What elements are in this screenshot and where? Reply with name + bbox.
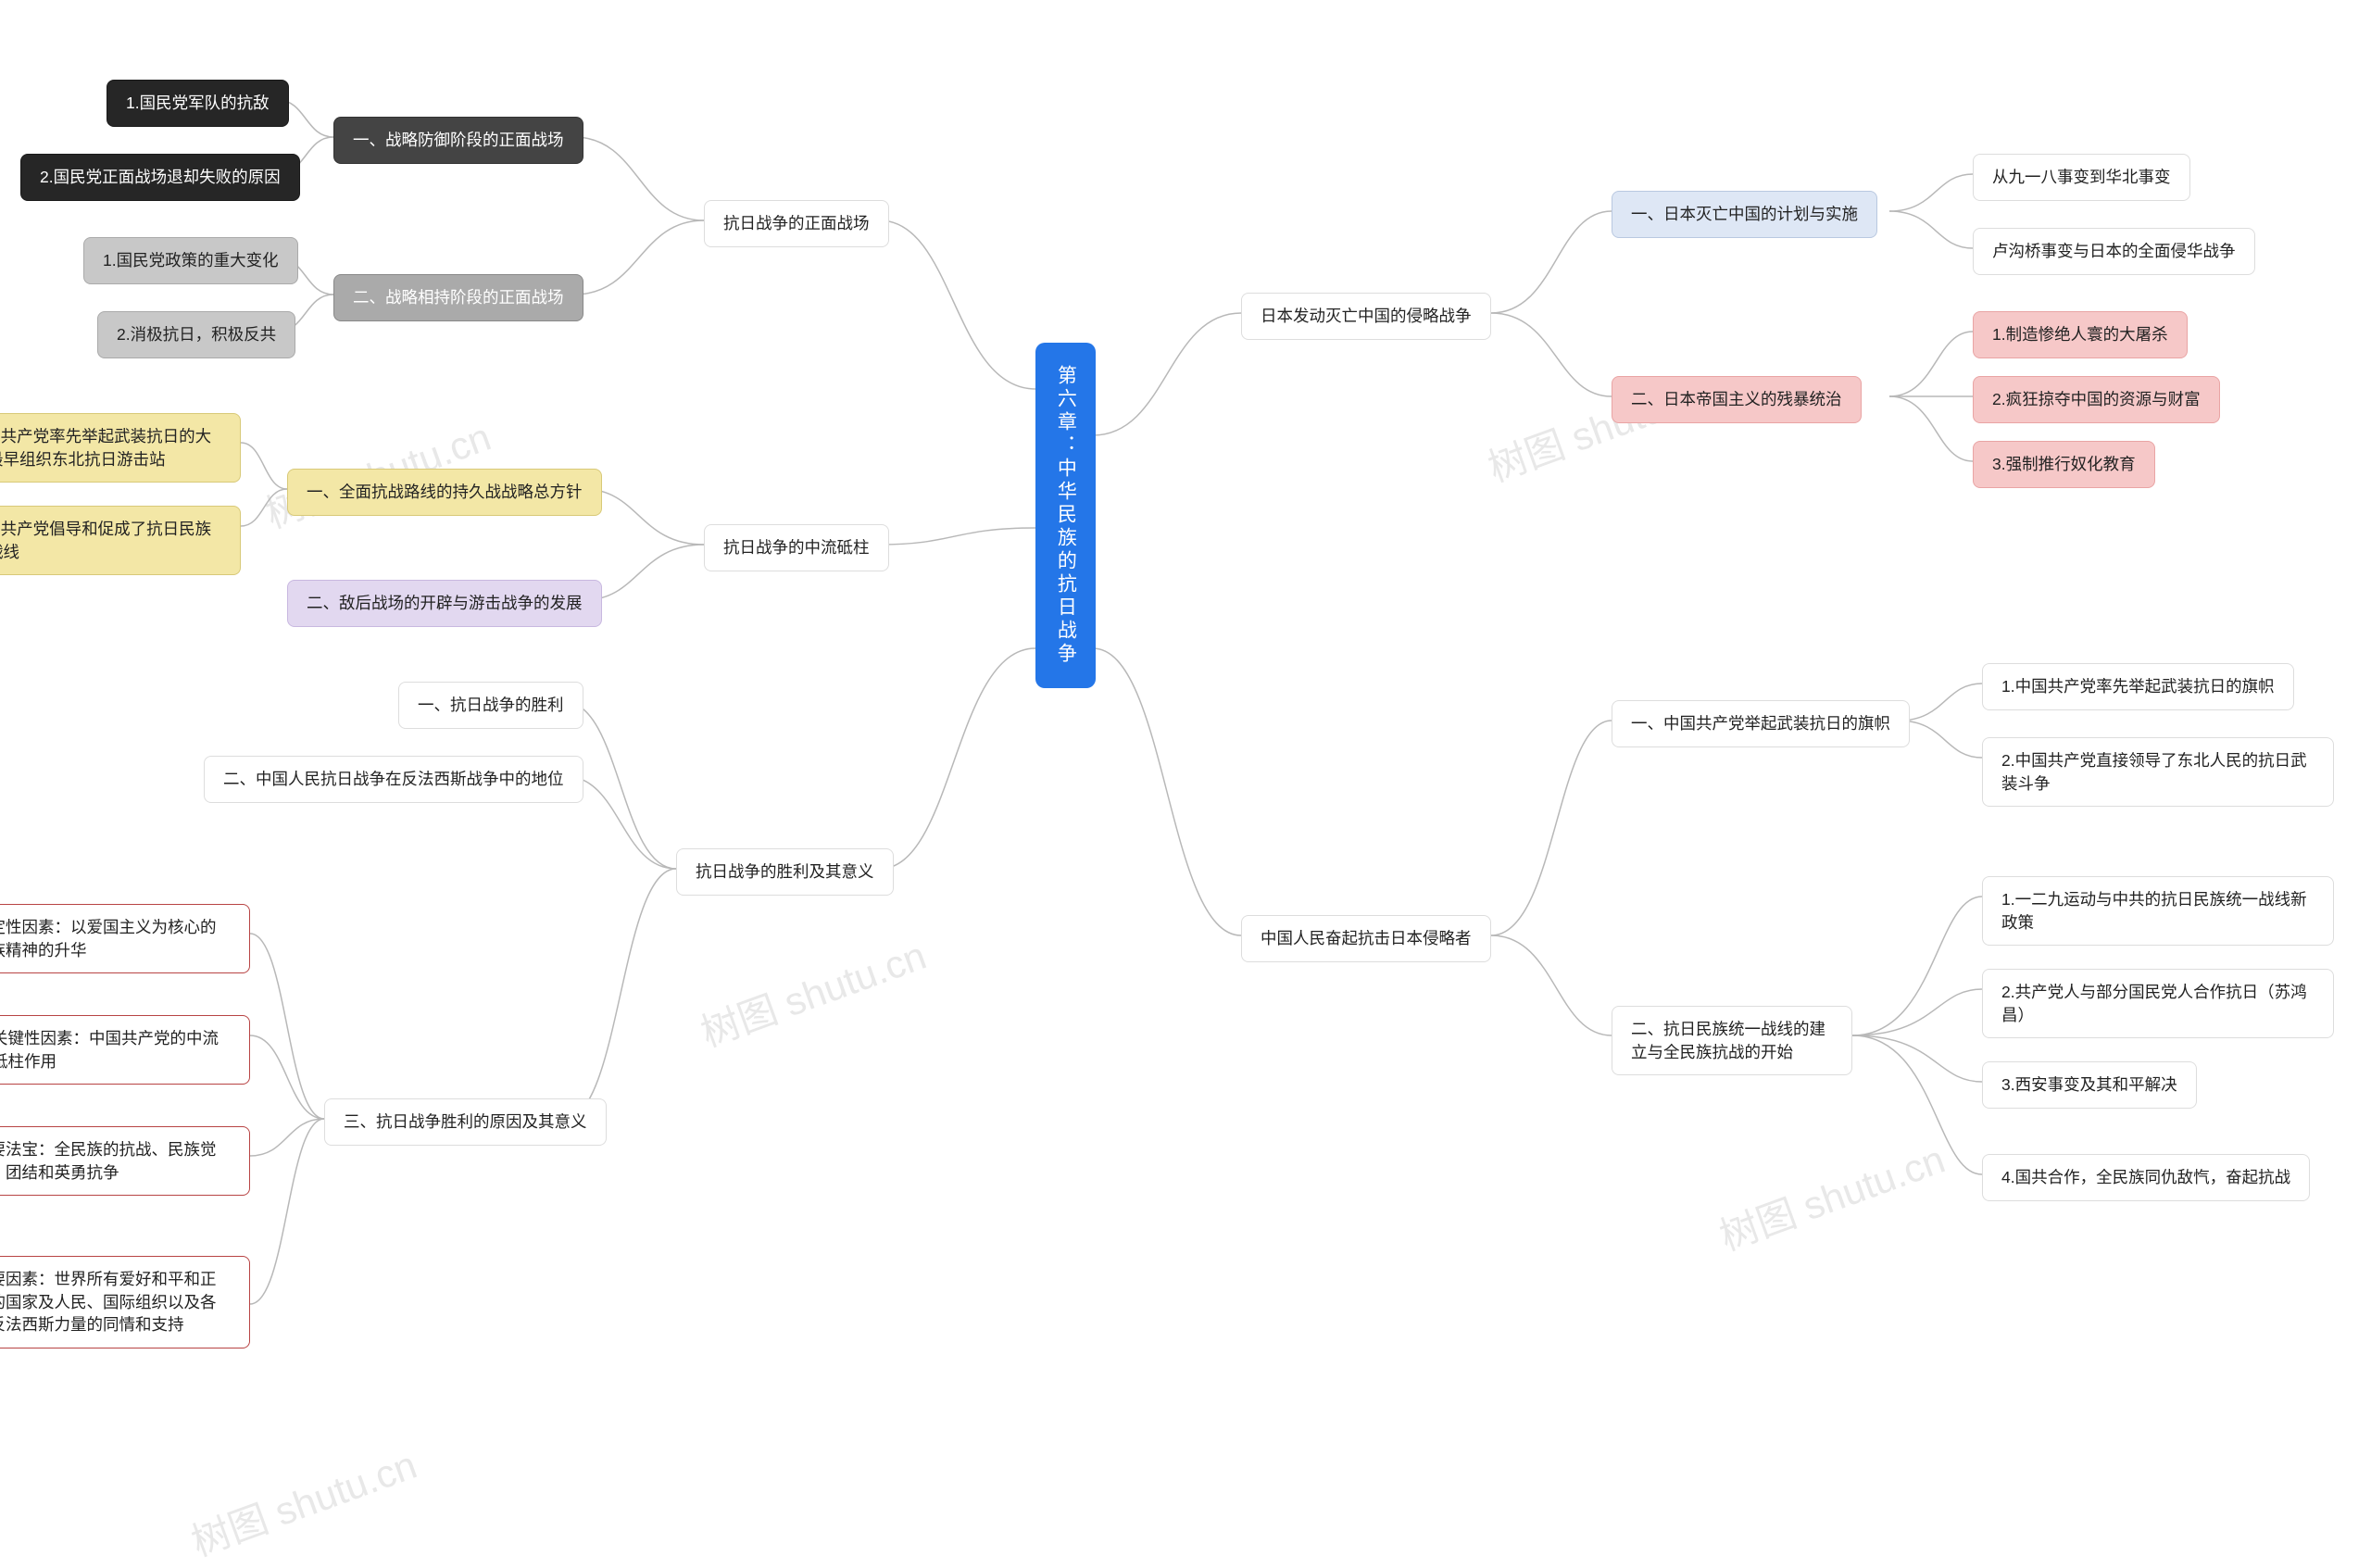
branch-l3[interactable]: 抗日战争的胜利及其意义 — [676, 848, 894, 896]
branch-l1[interactable]: 抗日战争的正面战场 — [704, 200, 889, 247]
sub-l3b[interactable]: 二、中国人民抗日战争在反法西斯战争中的地位 — [204, 756, 583, 803]
watermark: 树图 shutu.cn — [182, 1434, 423, 1567]
leaf-r1b3[interactable]: 3.强制推行奴化教育 — [1973, 441, 2155, 488]
sub-l1a[interactable]: 一、战略防御阶段的正面战场 — [333, 117, 583, 164]
leaf-l3c4[interactable]: 重要因素：世界所有爱好和平和正义的国家及人民、国际组织以及各种反法西斯力量的同情… — [0, 1256, 250, 1348]
sub-r2a[interactable]: 一、中国共产党举起武装抗日的旗帜 — [1612, 700, 1910, 747]
leaf-l2a2[interactable]: 2.中国共产党倡导和促成了抗日民族统一战线 — [0, 506, 241, 575]
leaf-r2b1[interactable]: 1.一二九运动与中共的抗日民族统一战线新政策 — [1982, 876, 2334, 946]
root-node[interactable]: 第六章：中华民族的抗日战争 — [1035, 343, 1096, 688]
leaf-l3c2[interactable]: 关键性因素：中国共产党的中流砥柱作用 — [0, 1015, 250, 1085]
sub-r2b[interactable]: 二、抗日民族统一战线的建立与全民族抗战的开始 — [1612, 1006, 1852, 1075]
leaf-r1a1[interactable]: 从九一八事变到华北事变 — [1973, 154, 2190, 201]
sub-l2b[interactable]: 二、敌后战场的开辟与游击战争的发展 — [287, 580, 602, 627]
watermark: 树图 shutu.cn — [692, 924, 933, 1058]
branch-r1[interactable]: 日本发动灭亡中国的侵略战争 — [1241, 293, 1491, 340]
leaf-l1b1[interactable]: 1.国民党政策的重大变化 — [83, 237, 298, 284]
branch-l2[interactable]: 抗日战争的中流砥柱 — [704, 524, 889, 571]
leaf-r2b2[interactable]: 2.共产党人与部分国民党人合作抗日（苏鸿昌） — [1982, 969, 2334, 1038]
watermark: 树图 shutu.cn — [1711, 1128, 1951, 1261]
leaf-l3c3[interactable]: 重要法宝：全民族的抗战、民族觉醒、团结和英勇抗争 — [0, 1126, 250, 1196]
leaf-r2b3[interactable]: 3.西安事变及其和平解决 — [1982, 1061, 2197, 1109]
leaf-r1a2[interactable]: 卢沟桥事变与日本的全面侵华战争 — [1973, 228, 2255, 275]
leaf-l1a1[interactable]: 1.国民党军队的抗敌 — [107, 80, 289, 127]
leaf-r2b4[interactable]: 4.国共合作，全民族同仇敌忾，奋起抗战 — [1982, 1154, 2310, 1201]
sub-r1a[interactable]: 一、日本灭亡中国的计划与实施 — [1612, 191, 1877, 238]
sub-r1b[interactable]: 二、日本帝国主义的残暴统治 — [1612, 376, 1862, 423]
branch-r2[interactable]: 中国人民奋起抗击日本侵略者 — [1241, 915, 1491, 962]
sub-l1b[interactable]: 二、战略相持阶段的正面战场 — [333, 274, 583, 321]
sub-l3c[interactable]: 三、抗日战争胜利的原因及其意义 — [324, 1098, 607, 1146]
leaf-l3c1[interactable]: 决定性因素：以爱国主义为核心的民族精神的升华 — [0, 904, 250, 973]
sub-l3a[interactable]: 一、抗日战争的胜利 — [398, 682, 583, 729]
leaf-l2a1[interactable]: 1.中国共产党率先举起武装抗日的大旗，最早组织东北抗日游击站 — [0, 413, 241, 483]
leaf-r2a1[interactable]: 1.中国共产党率先举起武装抗日的旗帜 — [1982, 663, 2294, 710]
leaf-l1b2[interactable]: 2.消极抗日，积极反共 — [97, 311, 295, 358]
leaf-r2a2[interactable]: 2.中国共产党直接领导了东北人民的抗日武装斗争 — [1982, 737, 2334, 807]
leaf-r1b2[interactable]: 2.疯狂掠夺中国的资源与财富 — [1973, 376, 2220, 423]
leaf-r1b1[interactable]: 1.制造惨绝人寰的大屠杀 — [1973, 311, 2188, 358]
sub-l2a[interactable]: 一、全面抗战路线的持久战战略总方针 — [287, 469, 602, 516]
leaf-l1a2[interactable]: 2.国民党正面战场退却失败的原因 — [20, 154, 300, 201]
